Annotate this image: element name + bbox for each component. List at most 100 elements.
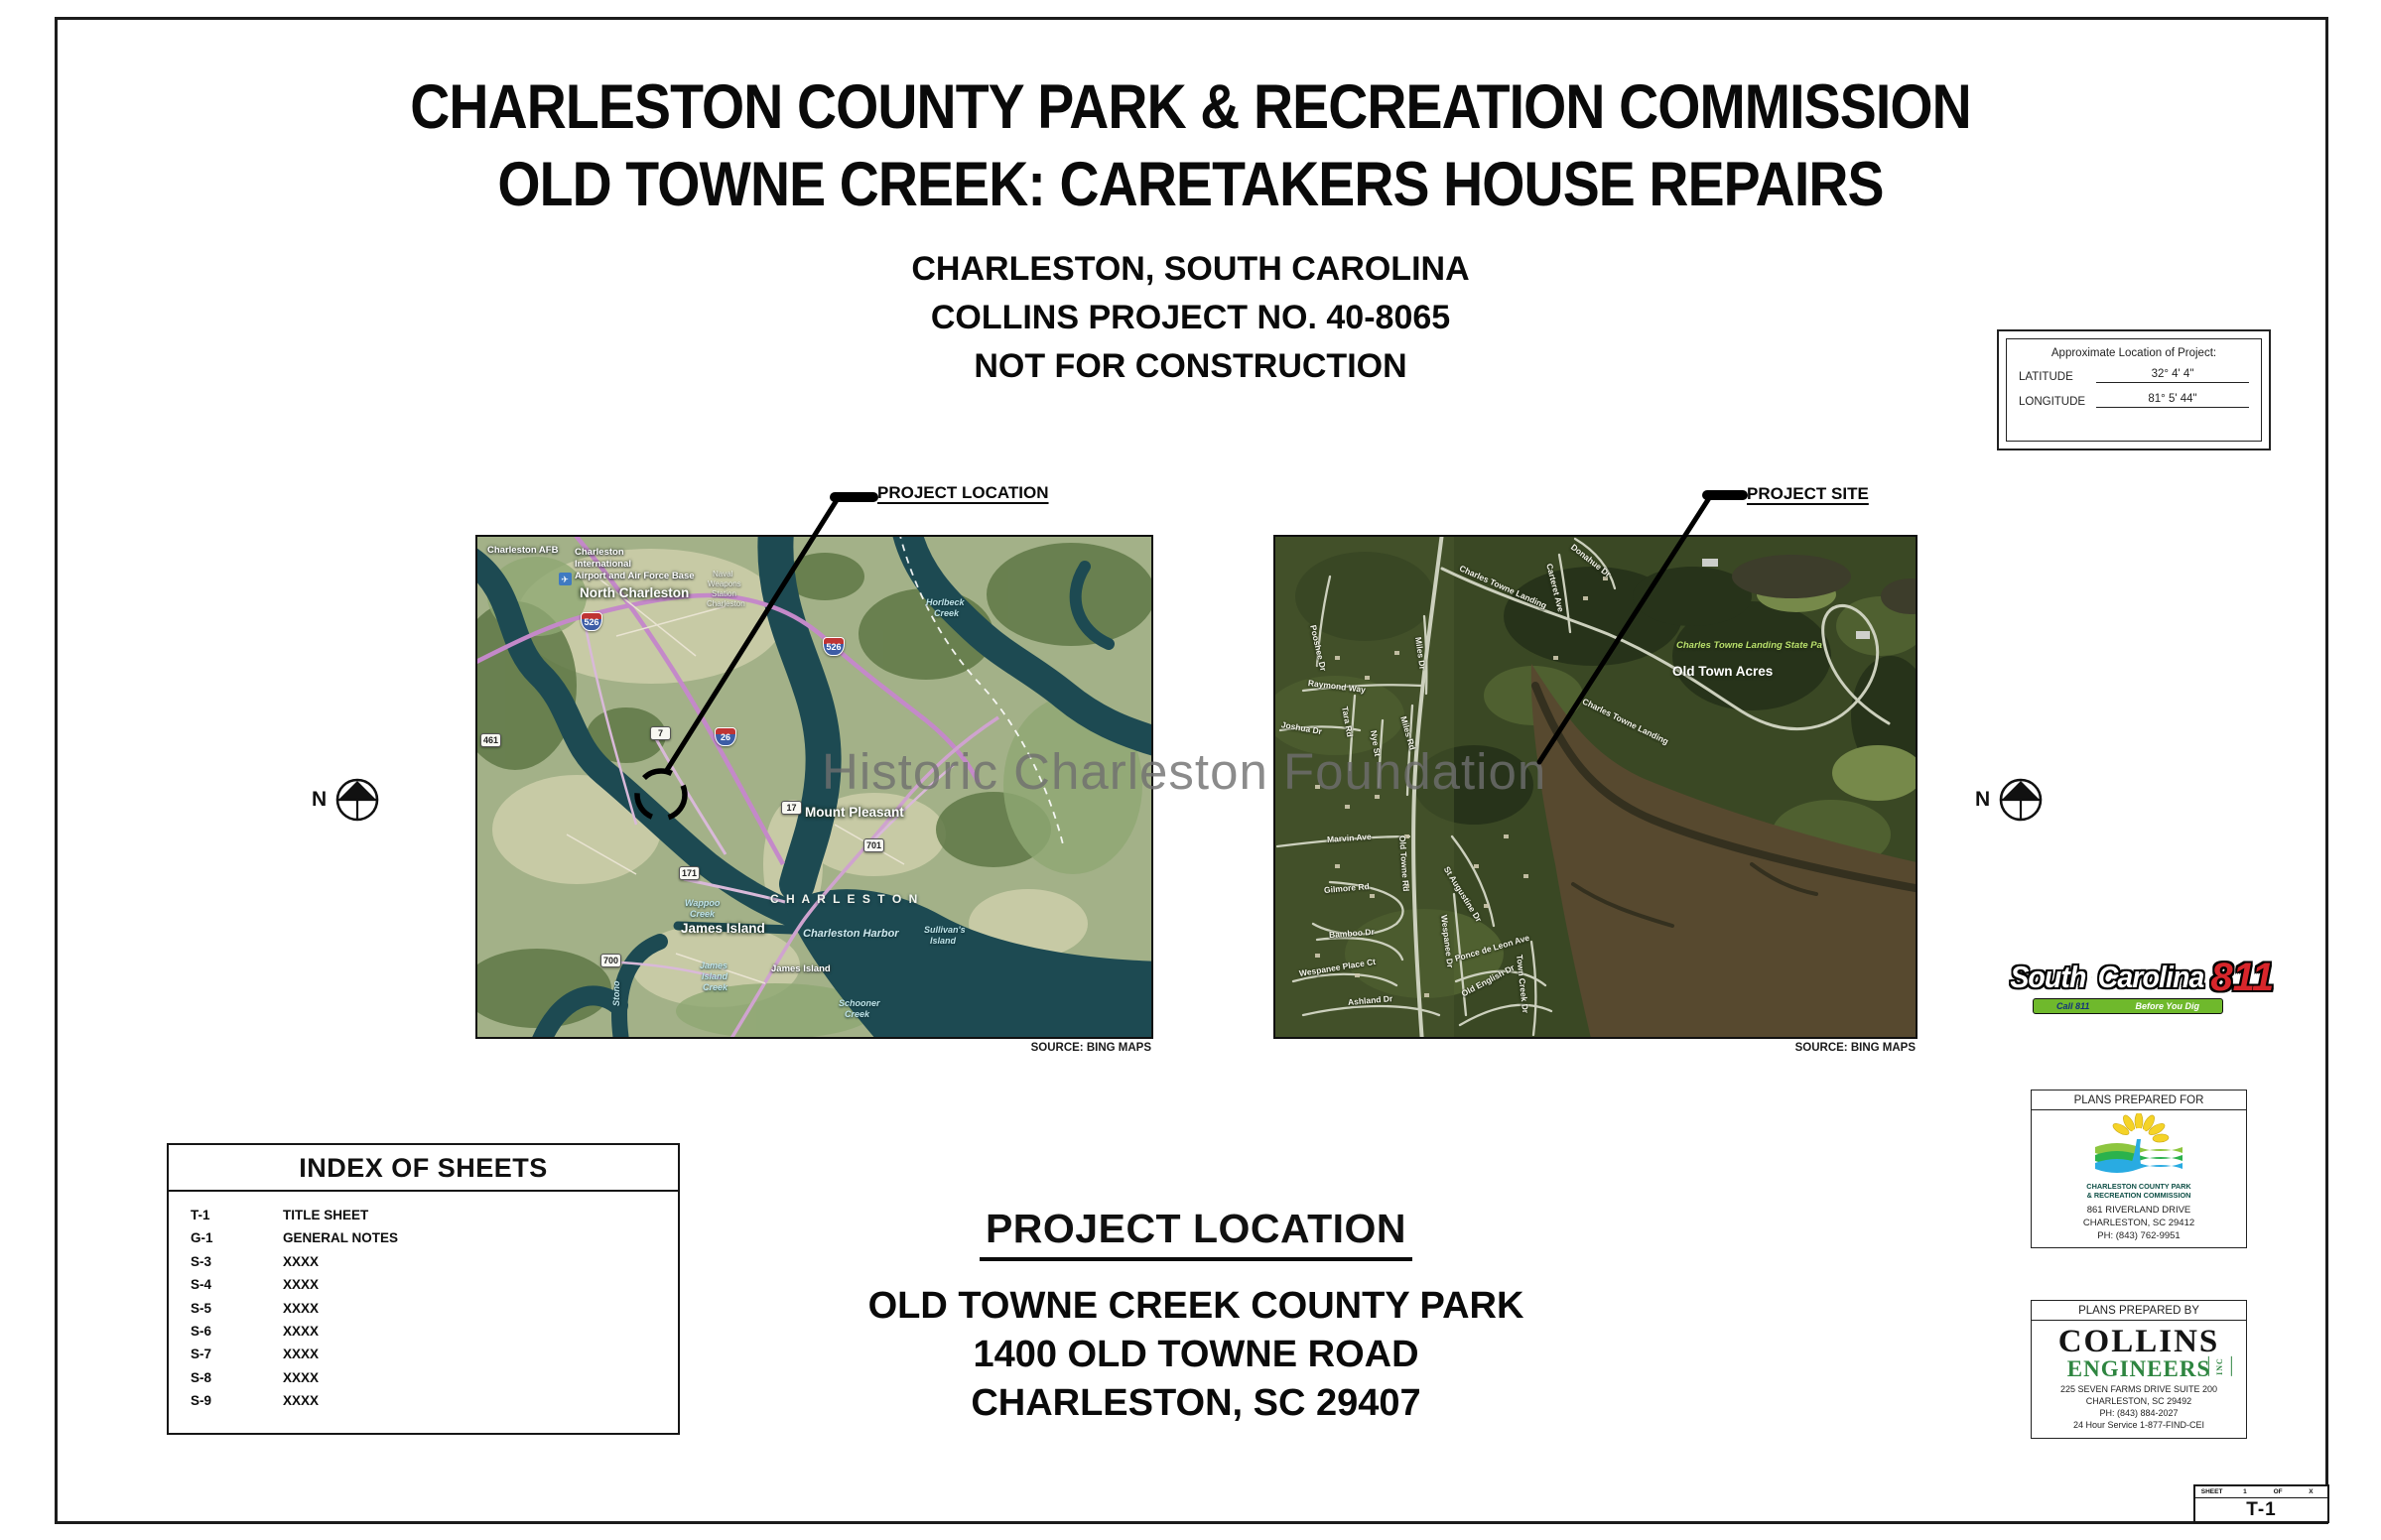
index-row-title: XXXX xyxy=(283,1393,320,1409)
index-row: S-3 XXXX xyxy=(191,1254,678,1277)
map-label: Marvin Ave xyxy=(1326,831,1372,844)
map-label: Schooner xyxy=(839,998,880,1008)
map-label: Charleston AFB xyxy=(487,545,559,556)
map-label: Bamboo Dr xyxy=(1328,926,1376,940)
region-map-labels: Charleston AFB Charleston International Air… xyxy=(477,537,1151,1037)
map-label: Joshua Dr xyxy=(1280,719,1323,737)
map-label: Station xyxy=(712,589,736,598)
map-label: Old Town Acres xyxy=(1672,664,1774,679)
watermark: Historic Charleston Foundation xyxy=(822,743,1547,800)
map-label: Stono xyxy=(611,980,621,1007)
route-shield: 17 xyxy=(781,801,802,815)
project-location-line: CHARLESTON, SC 29407 xyxy=(971,1382,1421,1424)
project-location-address: OLD TOWNE CREEK COUNTY PARK 1400 OLD TOW… xyxy=(734,1282,1657,1428)
prepared-for-address-line: PH: (843) 762-9951 xyxy=(2097,1230,2181,1241)
map-label: James Island xyxy=(771,963,831,974)
index-row-number: S-8 xyxy=(191,1369,212,1385)
north-arrow-icon xyxy=(1999,778,2043,822)
map-label: Sullivan's xyxy=(924,925,966,935)
map-label: Town Creek Dr xyxy=(1515,954,1531,1014)
plans-prepared-for-box: PLANS PREPARED FOR CHARLESTON COUNTY PAR… xyxy=(2031,1090,2247,1248)
project-location-line: OLD TOWNE CREEK COUNTY PARK xyxy=(867,1285,1524,1327)
map-label: Wespanee Dr xyxy=(1439,914,1456,968)
map-label: Tara Rd xyxy=(1340,706,1356,738)
index-row-title: XXXX xyxy=(283,1277,320,1293)
sc811-dig: Before You Dig xyxy=(2135,1001,2199,1011)
index-of-sheets: INDEX OF SHEETS T-1 TITLE SHEET G-1 GENERAL… xyxy=(167,1143,680,1435)
map-label: Donahue Dr xyxy=(1568,542,1614,579)
plans-prepared-for-header: PLANS PREPARED FOR xyxy=(2032,1091,2246,1110)
map-label: Horlbeck xyxy=(926,597,965,607)
sheet-total: X xyxy=(2309,1488,2314,1495)
map-label: Creek xyxy=(845,1009,870,1019)
route-shield: 7 xyxy=(650,726,671,740)
prepared-by-address-line: 225 SEVEN FARMS DRIVE SUITE 200 xyxy=(2059,1384,2218,1394)
prepared-by-address-line: CHARLESTON, SC 29492 xyxy=(2085,1396,2192,1406)
index-row-number: S-3 xyxy=(191,1253,212,1269)
interstate-shield: 26 xyxy=(715,727,736,746)
map-label: Wappoo xyxy=(685,898,721,908)
map-label: North Charleston xyxy=(580,585,690,600)
project-location-heading-wrap: PROJECT LOCATION xyxy=(834,1206,1558,1261)
plans-prepared-by-header: PLANS PREPARED BY xyxy=(2032,1301,2246,1321)
project-location-heading: PROJECT LOCATION xyxy=(979,1206,1413,1261)
project-location-callout: PROJECT LOCATION xyxy=(877,483,1049,502)
north-letter: N xyxy=(1975,788,1991,811)
map-label: Charles Towne Landing xyxy=(1457,563,1549,611)
index-row: S-6 XXXX xyxy=(191,1324,678,1347)
map-label: James Island xyxy=(681,921,765,936)
index-row-title: XXXX xyxy=(283,1347,320,1362)
approximate-location-box: Approximate Location of Project: LATITUD… xyxy=(1997,329,2271,450)
route-shield: 701 xyxy=(863,838,884,852)
ccprc-logo xyxy=(2095,1111,2183,1173)
index-row: S-7 XXXX xyxy=(191,1347,678,1369)
index-row-title: XXXX xyxy=(283,1253,320,1269)
map-label: Airport and Air Force Base xyxy=(575,571,695,581)
map-label: Charleston Harbor xyxy=(803,928,899,940)
prepared-for-address-line: 861 RIVERLAND DRIVE xyxy=(2086,1205,2191,1216)
sheet-id: T-1 xyxy=(2246,1499,2277,1520)
map-label: Ashland Dr xyxy=(1347,993,1393,1007)
subtitle-not-for-construction: NOT FOR CONSTRUCTION xyxy=(974,347,1407,385)
index-row-title: TITLE SHEET xyxy=(283,1208,369,1222)
prepared-for-address-line: CHARLESTON, SC 29412 xyxy=(2082,1218,2195,1228)
sheet-number-block: SHEET 1 OF X T-1 xyxy=(2193,1484,2329,1523)
site-map-source: SOURCE: BING MAPS xyxy=(1794,1042,1916,1054)
map-label: Creek xyxy=(703,982,728,992)
index-of-sheets-rows: T-1 TITLE SHEET G-1 GENERAL NOTES S-3 XXXX S-4… xyxy=(169,1192,678,1417)
map-label: International xyxy=(575,559,632,570)
map-label: Charles Towne Landing State Pa xyxy=(1676,640,1822,651)
index-row-number: S-4 xyxy=(191,1277,212,1293)
sc811-logo: South Carolina 811 Call 811 Before You D… xyxy=(2007,955,2274,1034)
ccprc-name-line1: CHARLESTON COUNTY PARK xyxy=(2086,1182,2191,1191)
subtitle-project-no: COLLINS PROJECT NO. 40-8065 xyxy=(930,299,1451,336)
project-site-callout: PROJECT SITE xyxy=(1747,484,1869,503)
map-label: Raymond Way xyxy=(1307,678,1367,696)
map-label: C H A R L E S T O N xyxy=(770,892,920,906)
longitude-value: 81° 5' 44" xyxy=(2096,393,2249,408)
map-label: Mount Pleasant xyxy=(805,805,904,820)
sc811-word-carolina: Carolina xyxy=(2098,960,2205,994)
latitude-label: LATITUDE xyxy=(2019,371,2073,383)
region-map-source: SOURCE: BING MAPS xyxy=(1030,1042,1151,1054)
index-row-number: S-7 xyxy=(191,1347,212,1362)
index-row-title: GENERAL NOTES xyxy=(283,1230,399,1246)
of-label: OF xyxy=(2273,1488,2283,1495)
sc-state-icon xyxy=(2090,976,2092,978)
map-label: Island xyxy=(702,971,728,981)
map-label: Weapons xyxy=(708,579,741,588)
subtitle-city: CHARLESTON, SOUTH CAROLINA xyxy=(911,250,1470,288)
index-row-title: XXXX xyxy=(283,1323,320,1339)
index-row-number: T-1 xyxy=(191,1208,210,1222)
sheet-label: SHEET xyxy=(2200,1488,2223,1495)
index-row-title: XXXX xyxy=(283,1369,320,1385)
map-label: Naval xyxy=(713,570,733,578)
shovel-icon xyxy=(2268,983,2269,985)
sc811-call: Call 811 xyxy=(2056,1001,2090,1011)
sc811-word-south: South xyxy=(2010,960,2086,994)
page-title-line1: CHARLESTON COUNTY PARK & RECREATION COMM… xyxy=(410,72,1971,142)
page-title-line2: OLD TOWNE CREEK: CARETAKERS HOUSE REPAIR… xyxy=(497,150,1884,219)
north-letter: N xyxy=(312,788,328,811)
map-label: Charleston xyxy=(575,547,624,558)
index-row-number: G-1 xyxy=(191,1230,213,1246)
